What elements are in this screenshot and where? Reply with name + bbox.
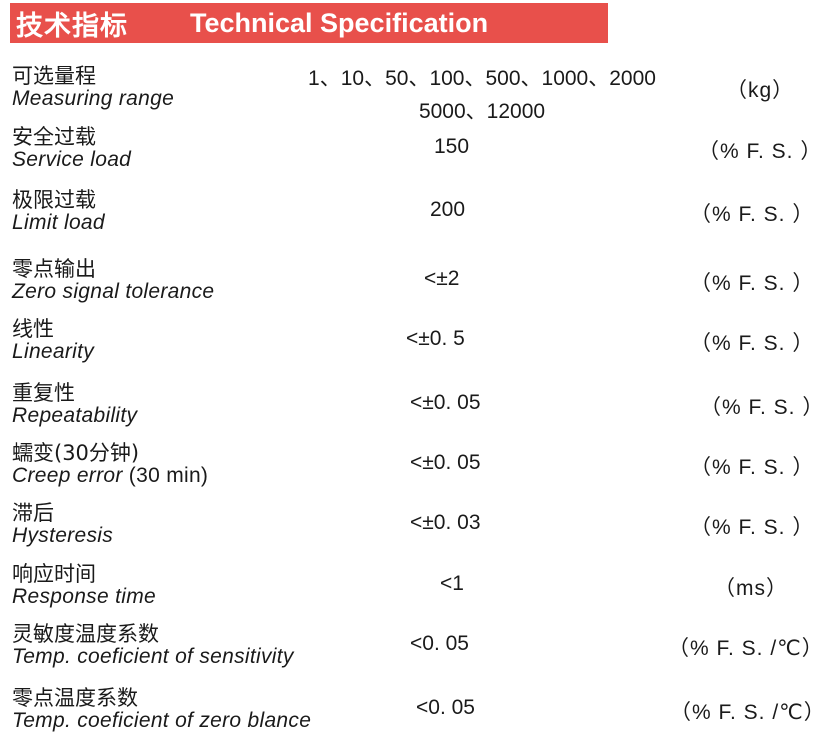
spec-row-repeatability: 重复性 Repeatability <±0. 05 （% F. S. ） <box>0 377 824 439</box>
spec-unit: （% F. S. ） <box>690 203 815 226</box>
spec-label-cn: 蠕变(30分钟) <box>12 441 140 465</box>
spec-value-line2: 5000、12000 <box>418 100 546 123</box>
spec-value: <0. 05 <box>416 696 475 719</box>
spec-value: <1 <box>440 572 464 595</box>
header-title-cn: 技术指标 <box>16 10 128 42</box>
spec-label-en: Linearity <box>12 340 95 363</box>
spec-label-en: Zero signal tolerance <box>12 280 215 303</box>
spec-value: 200 <box>430 198 466 221</box>
spec-unit: （% F. S. ） <box>690 516 815 539</box>
spec-label-en: Measuring range <box>12 87 175 110</box>
spec-unit: （ms） <box>714 577 788 600</box>
spec-label-en: Response time <box>12 585 156 608</box>
spec-value: <±0. 05 <box>410 391 481 414</box>
spec-label-en: Repeatability <box>12 404 138 427</box>
spec-unit: （% F. S. /℃） <box>670 701 824 724</box>
spec-row-creep-error: 蠕变(30分钟) Creep error (30 min) <±0. 05 （%… <box>0 437 824 499</box>
spec-label-cn: 零点温度系数 <box>12 686 138 710</box>
spec-label-en: Service load <box>12 148 132 171</box>
spec-label-en: Temp. coeficient of sensitivity <box>12 645 294 668</box>
spec-row-temp-zero: 零点温度系数 Temp. coeficient of zero blance <… <box>0 682 824 744</box>
spec-label-cn: 可选量程 <box>12 64 96 88</box>
spec-row-linearity: 线性 Linearity <±0. 5 （% F. S. ） <box>0 313 824 375</box>
spec-label-cn: 安全过载 <box>12 125 96 149</box>
spec-row-response-time: 响应时间 Response time <1 （ms） <box>0 558 824 620</box>
spec-row-service-load: 安全过载 Service load 150 （% F. S. ） <box>0 121 824 183</box>
spec-header-bar: 技术指标 Technical Specification <box>10 3 608 43</box>
header-title-en: Technical Specification <box>190 7 489 38</box>
spec-label-cn: 极限过载 <box>12 188 96 212</box>
spec-label-cn: 响应时间 <box>12 562 96 586</box>
spec-unit: （% F. S. /℃） <box>668 637 824 660</box>
spec-row-limit-load: 极限过载 Limit load 200 （% F. S. ） <box>0 184 824 246</box>
spec-value: <±2 <box>424 267 460 290</box>
spec-label-en: Hysteresis <box>12 524 114 547</box>
spec-row-temp-sensitivity: 灵敏度温度系数 Temp. coeficient of sensitivity … <box>0 618 824 680</box>
spec-label-cn: 零点输出 <box>12 257 96 281</box>
spec-value: 150 <box>434 135 470 158</box>
spec-value: <±0. 03 <box>410 511 481 534</box>
spec-unit: （% F. S. ） <box>700 396 824 419</box>
spec-row-zero-signal: 零点输出 Zero signal tolerance <±2 （% F. S. … <box>0 253 824 315</box>
spec-label-cn: 滞后 <box>12 501 54 525</box>
spec-row-measuring-range: 可选量程 Measuring range 1、10、50、100、500、100… <box>0 60 824 123</box>
spec-value: <±0. 05 <box>410 451 481 474</box>
spec-value: 1、10、50、100、500、1000、2000 5000、12000 <box>290 62 674 128</box>
spec-value: <±0. 5 <box>406 327 465 350</box>
spec-label-en-main: Creep error <box>12 464 123 487</box>
spec-unit: （% F. S. ） <box>690 332 815 355</box>
spec-label-en: Limit load <box>12 211 105 234</box>
spec-unit: （kg） <box>726 79 795 102</box>
spec-label-cn: 重复性 <box>12 381 75 405</box>
spec-label-en: Creep error (30 min) <box>12 464 208 488</box>
spec-row-hysteresis: 滞后 Hysteresis <±0. 03 （% F. S. ） <box>0 497 824 559</box>
spec-label-en: Temp. coeficient of zero blance <box>12 709 312 732</box>
spec-label-en-suffix: (30 min) <box>122 464 209 487</box>
spec-value-line1: 1、10、50、100、500、1000、2000 <box>308 67 656 90</box>
spec-unit: （% F. S. ） <box>690 456 815 479</box>
spec-value: <0. 05 <box>410 632 469 655</box>
spec-label-cn: 线性 <box>12 317 54 341</box>
spec-label-cn: 灵敏度温度系数 <box>12 622 159 646</box>
spec-unit: （% F. S. ） <box>690 272 815 295</box>
spec-unit: （% F. S. ） <box>698 140 823 163</box>
